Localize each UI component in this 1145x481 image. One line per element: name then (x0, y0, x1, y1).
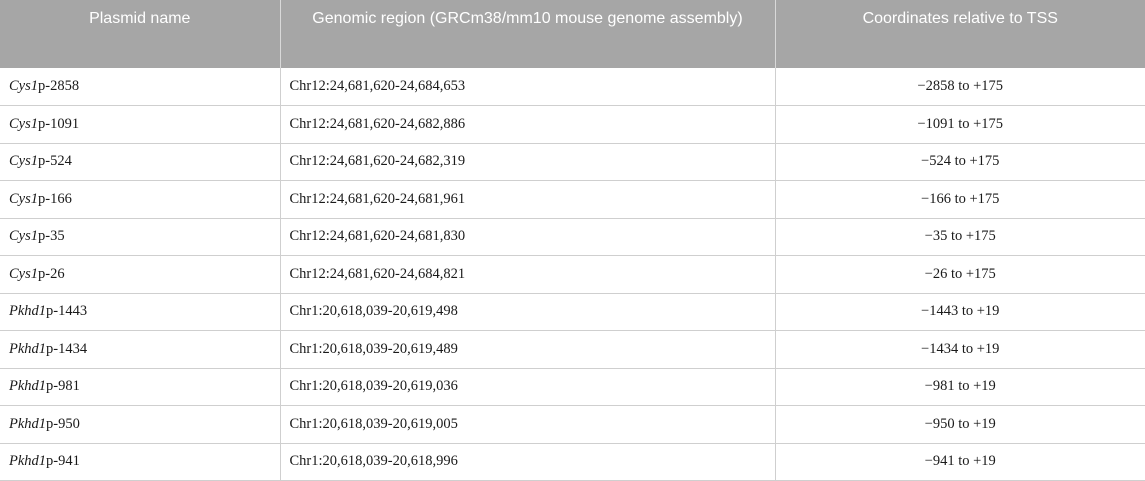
cell-genomic-region: Chr1:20,618,039-20,618,996 (280, 443, 776, 481)
table-row: Cys1p-35 Chr12:24,681,620-24,681,830 −35… (0, 218, 1145, 256)
plasmid-suffix: p-26 (38, 265, 65, 282)
cell-plasmid-name: Pkhd1p-981 (0, 368, 281, 406)
gene-name: Pkhd1 (9, 453, 47, 470)
cell-plasmid-name: Pkhd1p-1443 (0, 293, 281, 331)
cell-coordinates: −35 to +175 (775, 218, 1145, 256)
plasmid-suffix: p-1091 (38, 115, 80, 132)
cell-coordinates: −950 to +19 (775, 405, 1145, 444)
cell-genomic-region: Chr1:20,618,039-20,619,005 (280, 405, 776, 444)
plasmid-suffix: p-524 (38, 153, 72, 170)
cell-genomic-region: Chr1:20,618,039-20,619,036 (280, 368, 776, 406)
cell-genomic-region: Chr12:24,681,620-24,684,821 (280, 255, 776, 294)
table-header: Plasmid name Genomic region (GRCm38/mm10… (0, 0, 1145, 68)
cell-genomic-region: Chr12:24,681,620-24,682,319 (280, 143, 776, 181)
cell-coordinates: −1443 to +19 (775, 293, 1145, 331)
gene-name: Pkhd1 (9, 415, 47, 432)
table-row: Pkhd1p-950 Chr1:20,618,039-20,619,005 −9… (0, 405, 1145, 444)
cell-plasmid-name: Pkhd1p-950 (0, 405, 281, 444)
gene-name: Cys1 (9, 228, 38, 245)
table-row: Cys1p-166 Chr12:24,681,620-24,681,961 −1… (0, 180, 1145, 219)
header-row: Plasmid name Genomic region (GRCm38/mm10… (0, 0, 1145, 68)
table-row: Pkhd1p-941 Chr1:20,618,039-20,618,996 −9… (0, 443, 1145, 481)
plasmid-suffix: p-981 (46, 378, 80, 395)
table-row: Cys1p-26 Chr12:24,681,620-24,684,821 −26… (0, 255, 1145, 294)
table-row: Cys1p-2858 Chr12:24,681,620-24,684,653 −… (0, 68, 1145, 106)
cell-plasmid-name: Cys1p-2858 (0, 68, 281, 106)
cell-genomic-region: Chr12:24,681,620-24,682,886 (280, 105, 776, 144)
gene-name: Pkhd1 (9, 303, 47, 320)
cell-genomic-region: Chr12:24,681,620-24,684,653 (280, 68, 776, 106)
plasmid-suffix: p-1443 (46, 303, 88, 320)
gene-name: Cys1 (9, 190, 38, 207)
cell-coordinates: −1434 to +19 (775, 330, 1145, 369)
cell-coordinates: −981 to +19 (775, 368, 1145, 406)
gene-name: Pkhd1 (9, 340, 47, 357)
cell-plasmid-name: Cys1p-35 (0, 218, 281, 256)
gene-name: Pkhd1 (9, 378, 47, 395)
table-row: Pkhd1p-1443 Chr1:20,618,039-20,619,498 −… (0, 293, 1145, 331)
cell-coordinates: −524 to +175 (775, 143, 1145, 181)
cell-plasmid-name: Cys1p-1091 (0, 105, 281, 144)
gene-name: Cys1 (9, 115, 38, 132)
cell-genomic-region: Chr12:24,681,620-24,681,961 (280, 180, 776, 219)
gene-name: Cys1 (9, 265, 38, 282)
plasmid-suffix: p-1434 (46, 340, 88, 357)
cell-coordinates: −26 to +175 (775, 255, 1145, 294)
cell-genomic-region: Chr1:20,618,039-20,619,489 (280, 330, 776, 369)
cell-coordinates: −166 to +175 (775, 180, 1145, 219)
plasmid-suffix: p-2858 (38, 78, 80, 94)
header-coordinates: Coordinates relative to TSS (775, 0, 1145, 68)
table-row: Pkhd1p-1434 Chr1:20,618,039-20,619,489 −… (0, 330, 1145, 369)
table-row: Cys1p-524 Chr12:24,681,620-24,682,319 −5… (0, 143, 1145, 181)
cell-plasmid-name: Pkhd1p-941 (0, 443, 281, 481)
plasmid-suffix: p-950 (46, 415, 80, 432)
cell-plasmid-name: Pkhd1p-1434 (0, 330, 281, 369)
header-genomic-region: Genomic region (GRCm38/mm10 mouse genome… (280, 0, 776, 68)
cell-coordinates: −941 to +19 (775, 443, 1145, 481)
header-plasmid-name: Plasmid name (0, 0, 281, 68)
cell-genomic-region: Chr12:24,681,620-24,681,830 (280, 218, 776, 256)
cell-plasmid-name: Cys1p-166 (0, 180, 281, 219)
plasmid-suffix: p-941 (46, 453, 80, 470)
cell-genomic-region: Chr1:20,618,039-20,619,498 (280, 293, 776, 331)
table-row: Cys1p-1091 Chr12:24,681,620-24,682,886 −… (0, 105, 1145, 144)
cell-plasmid-name: Cys1p-524 (0, 143, 281, 181)
cell-coordinates: −1091 to +175 (775, 105, 1145, 144)
table-body: Cys1p-2858 Chr12:24,681,620-24,684,653 −… (0, 68, 1145, 481)
gene-name: Cys1 (9, 153, 38, 170)
cell-plasmid-name: Cys1p-26 (0, 255, 281, 294)
gene-name: Cys1 (9, 78, 38, 94)
cell-coordinates: −2858 to +175 (775, 68, 1145, 106)
plasmid-suffix: p-35 (38, 228, 65, 245)
plasmid-suffix: p-166 (38, 190, 72, 207)
table-row: Pkhd1p-981 Chr1:20,618,039-20,619,036 −9… (0, 368, 1145, 406)
